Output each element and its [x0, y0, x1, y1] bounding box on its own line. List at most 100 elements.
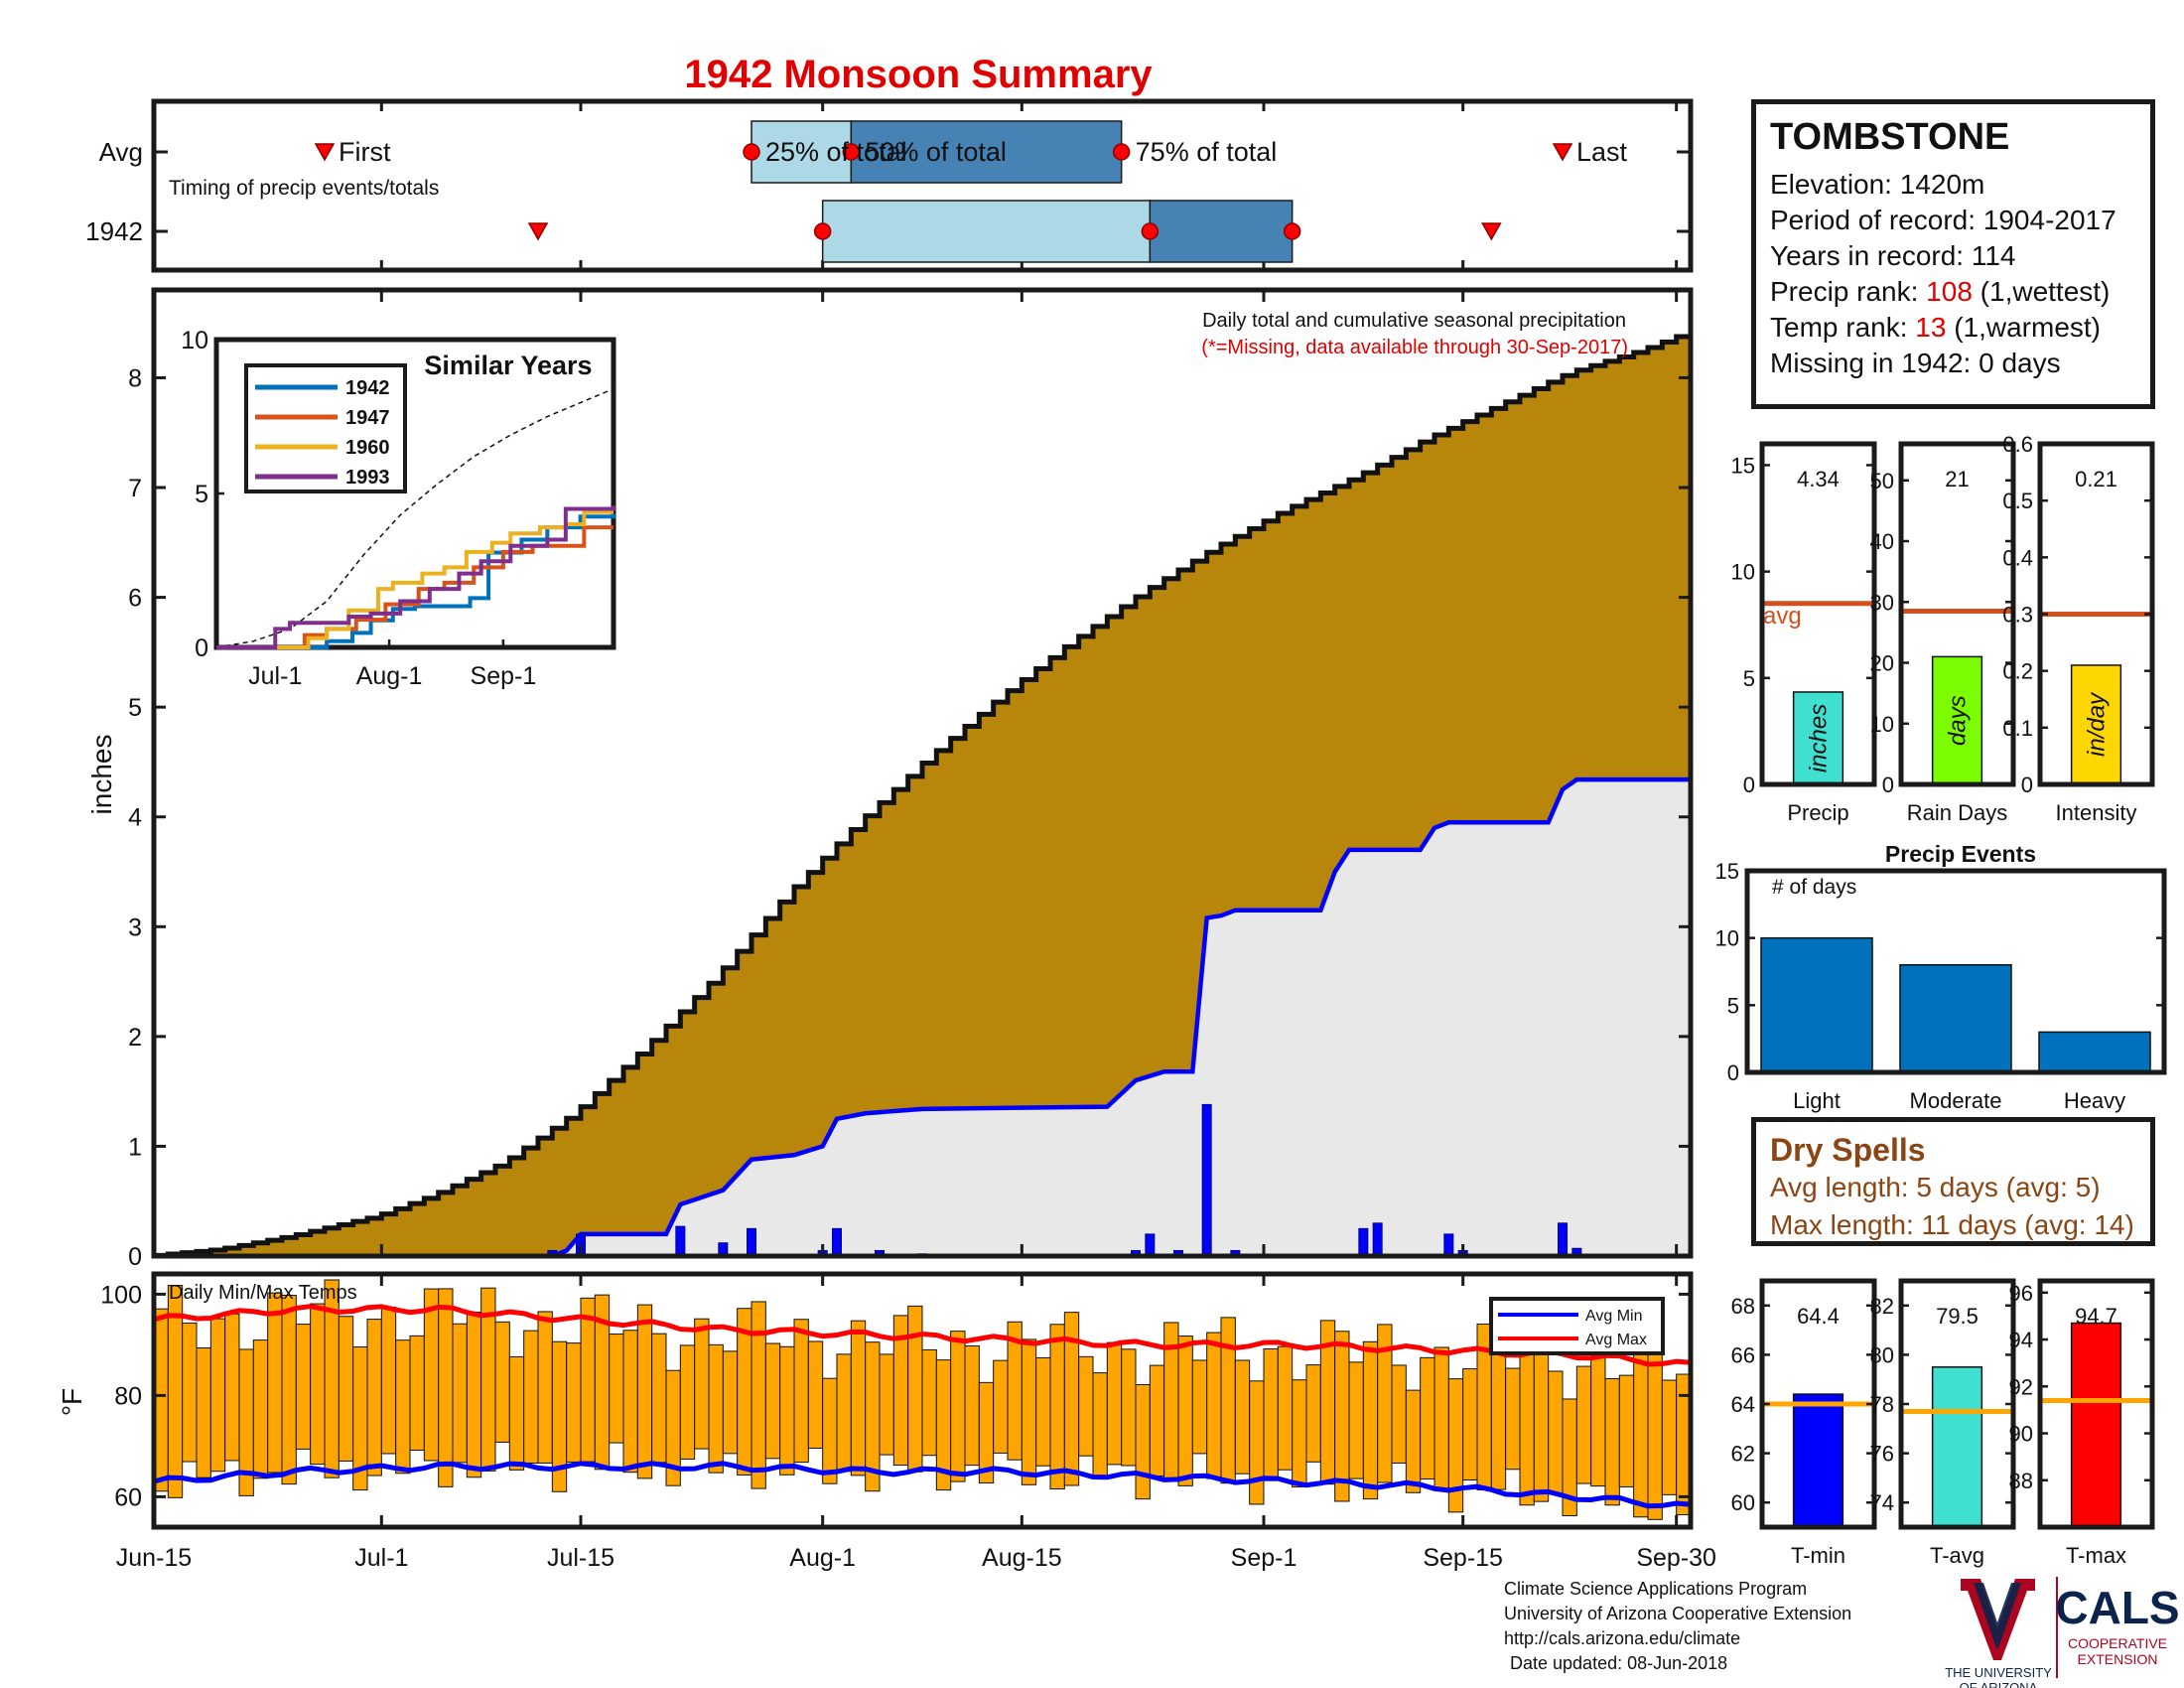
legend-label-avg-min: Avg Min: [1585, 1308, 1643, 1325]
year-cumulative-line: [154, 776, 1691, 1259]
daily-temp-bar: [1121, 1348, 1137, 1467]
daily-temp-bar: [1021, 1338, 1037, 1485]
summary-y-tick-label: 40: [1870, 529, 1894, 554]
summary-bar-charts: 0 5 10 15 4.34 Precip inches avg 0 10 20 30 40 50 21 Ra…: [1731, 432, 2155, 825]
timeline-last-label: Last: [1576, 137, 1628, 167]
daily-temp-bar: [622, 1330, 638, 1474]
daily-temp-bar: [651, 1333, 667, 1464]
summary-bar-T-max: [2070, 1322, 2122, 1528]
precip-chart-subtitle: (*=Missing, data available through 30-Se…: [1201, 337, 1628, 358]
daily-temp-bar: [993, 1359, 1009, 1454]
summary-plot-frame: [2037, 1278, 2155, 1530]
summary-y-tick-label: 66: [1731, 1342, 1755, 1367]
summary-value-label: 21: [1945, 467, 1969, 492]
daily-temp-bar: [523, 1330, 539, 1464]
y-tick-label: 2: [128, 1024, 142, 1052]
timeline-q75-label: 75% of total: [1136, 137, 1278, 167]
timeline-q50-label: 50% of total: [865, 137, 1007, 167]
summary-y-tick-label: 90: [2009, 1422, 2033, 1447]
timeline-chart: Avg 1942 Timing of precip events/totals Fir…: [85, 98, 1694, 273]
temp-y-tick-label: 60: [114, 1483, 142, 1511]
daily-temp-bar: [366, 1319, 382, 1477]
summary-y-tick-label: 76: [1870, 1442, 1894, 1467]
summary-plot-frame: [1759, 441, 1877, 787]
daily-temp-bar: [679, 1344, 696, 1460]
timeline-row-label: 1942: [85, 216, 143, 246]
daily-temp-bar: [252, 1339, 269, 1479]
daily-temp-bar: [822, 1377, 838, 1484]
daily-temp-bar: [1220, 1317, 1236, 1484]
daily-temp-bar: [879, 1353, 894, 1456]
temp-y-tick-label: 100: [100, 1281, 142, 1309]
daily-temp-bar: [1433, 1346, 1449, 1490]
date-tick-label: Jul-15: [547, 1544, 614, 1572]
summary-bar-Intensity: [2070, 664, 2122, 785]
precip-rank-note: (1,wettest): [1972, 276, 2111, 307]
daily-temp-bar: [1035, 1356, 1051, 1467]
y-tick-label: 4: [128, 804, 142, 832]
temp-rank-row: Temp rank: 13 (1,warmest): [1770, 310, 2136, 346]
daily-temp-bar: [1462, 1368, 1478, 1480]
credits-line1: Climate Science Applications Program: [1504, 1579, 1808, 1599]
summary-y-tick-label: 62: [1731, 1442, 1755, 1467]
inset-series-1960: [216, 509, 614, 649]
daily-precip-bar: [1372, 1222, 1383, 1257]
dry-spells-avg: Avg length: 5 days (avg: 5): [1770, 1172, 2101, 1202]
summary-y-tick-label: 88: [2009, 1469, 2033, 1493]
summary-y-tick-label: 30: [1870, 590, 1894, 615]
temp-legend-box: [1489, 1297, 1665, 1355]
daily-temp-bar: [395, 1339, 411, 1475]
summary-y-tick-label: 94: [2009, 1328, 2033, 1352]
summary-y-tick-label: 0: [2021, 773, 2033, 797]
summary-y-tick-label: 68: [1731, 1294, 1755, 1319]
station-info-box: TOMBSTONE Elevation: 1420m Period of rec…: [1751, 99, 2155, 409]
legend-label-avg-max: Avg Max: [1585, 1332, 1647, 1348]
summary-avg-label: avg: [1763, 603, 1802, 630]
summary-category-label: T-min: [1791, 1543, 1845, 1568]
inset-series-1993: [216, 505, 615, 649]
summary-y-tick-label: 10: [1870, 712, 1894, 737]
daily-temp-bar: [1533, 1334, 1550, 1502]
summary-bar-T-min: [1792, 1393, 1844, 1528]
summary-value-label: 4.34: [1797, 467, 1840, 492]
daily-temp-bar: [1420, 1356, 1435, 1480]
daily-temp-bar: [708, 1343, 724, 1474]
quartile-box-upper: [1149, 200, 1294, 263]
summary-y-tick-label: 10: [1731, 560, 1755, 585]
ua-name-line2: OF ARIZONA: [1960, 1680, 2038, 1688]
temperature-chart: 60 80 100 °F Daily Min/Max Temps Avg Min Avg M…: [57, 1271, 1694, 1530]
event-marker: [314, 143, 336, 162]
summary-value-label: 0.21: [2075, 467, 2117, 492]
summary-y-tick-label: 60: [1731, 1490, 1755, 1515]
daily-temp-bar: [310, 1303, 326, 1466]
daily-precip-bar: [747, 1227, 756, 1257]
date-axis: Jun-15 Jul-1 Jul-15 Aug-1 Aug-15 Sep-1 Sep-15 S…: [116, 1544, 1716, 1572]
ua-name-line1: THE UNIVERSITY: [1945, 1665, 2052, 1680]
summary-y-tick-label: 96: [2009, 1281, 2033, 1306]
y-axis-label: inches: [86, 735, 117, 815]
missing-value: 0 days: [1979, 348, 2061, 378]
events-y-tick-label: 5: [1727, 993, 1739, 1018]
quartile-marker: [1112, 143, 1131, 161]
inset-title: Similar Years: [424, 351, 592, 380]
summary-y-tick-label: 0.1: [2002, 716, 2033, 741]
daily-temp-bar: [1575, 1365, 1592, 1484]
avg-min-line: [153, 1461, 1692, 1509]
daily-temp-bar: [1106, 1341, 1123, 1466]
daily-temp-bar: [1505, 1367, 1521, 1471]
inset-x-tick-label: Sep-1: [471, 662, 537, 690]
elevation-value: 1420m: [1899, 169, 1985, 200]
credits-line4: Date updated: 08-Jun-2018: [1510, 1653, 1728, 1673]
summary-y-tick-label: 5: [1743, 666, 1755, 691]
daily-temp-bar: [836, 1353, 852, 1473]
daily-temp-bar: [1548, 1370, 1564, 1495]
events-y-tick-label: 15: [1715, 859, 1739, 884]
block-a-logo: [1961, 1579, 2035, 1660]
daily-temp-bar: [1149, 1364, 1165, 1477]
summary-y-tick-label: 92: [2009, 1374, 2033, 1399]
year-cumulative-fill: [154, 779, 1691, 1256]
daily-precip-bar: [1201, 1103, 1212, 1257]
cals-logo-text: CALS: [2055, 1582, 2179, 1633]
daily-temp-bar: [1391, 1364, 1407, 1464]
legend-label-1942: 1942: [345, 377, 390, 399]
